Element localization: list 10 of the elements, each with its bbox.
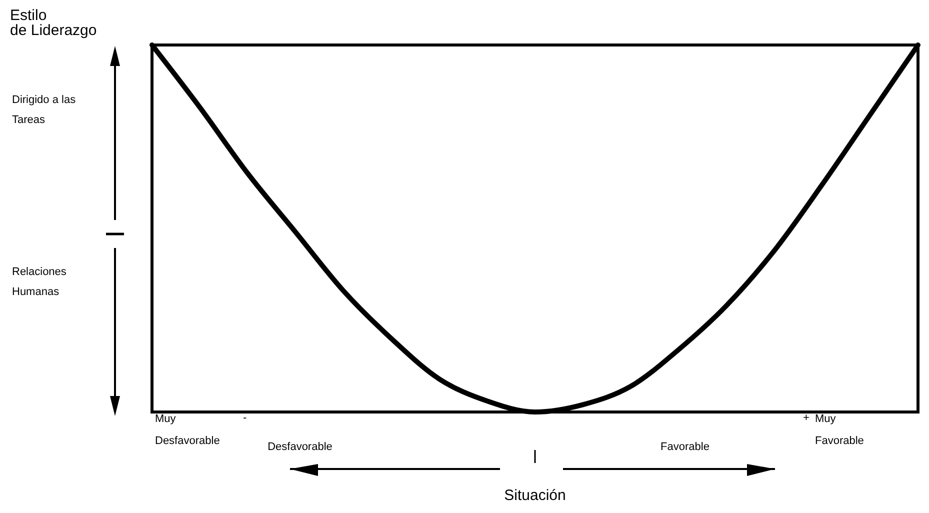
text: Muy Favorable [815,413,864,447]
annotation: - [243,412,247,424]
text: Relaciones Humanas [12,266,67,298]
text: Muy Desfavorable [155,413,220,447]
text: Favorable [660,441,710,453]
text: Desfavorable [268,441,332,453]
annotation: + [803,412,810,424]
x-axis-title: Situación [504,487,566,504]
y-axis-title: Estilo de Liderazgo [10,7,97,39]
text: Dirigido a las Tareas [12,94,76,126]
